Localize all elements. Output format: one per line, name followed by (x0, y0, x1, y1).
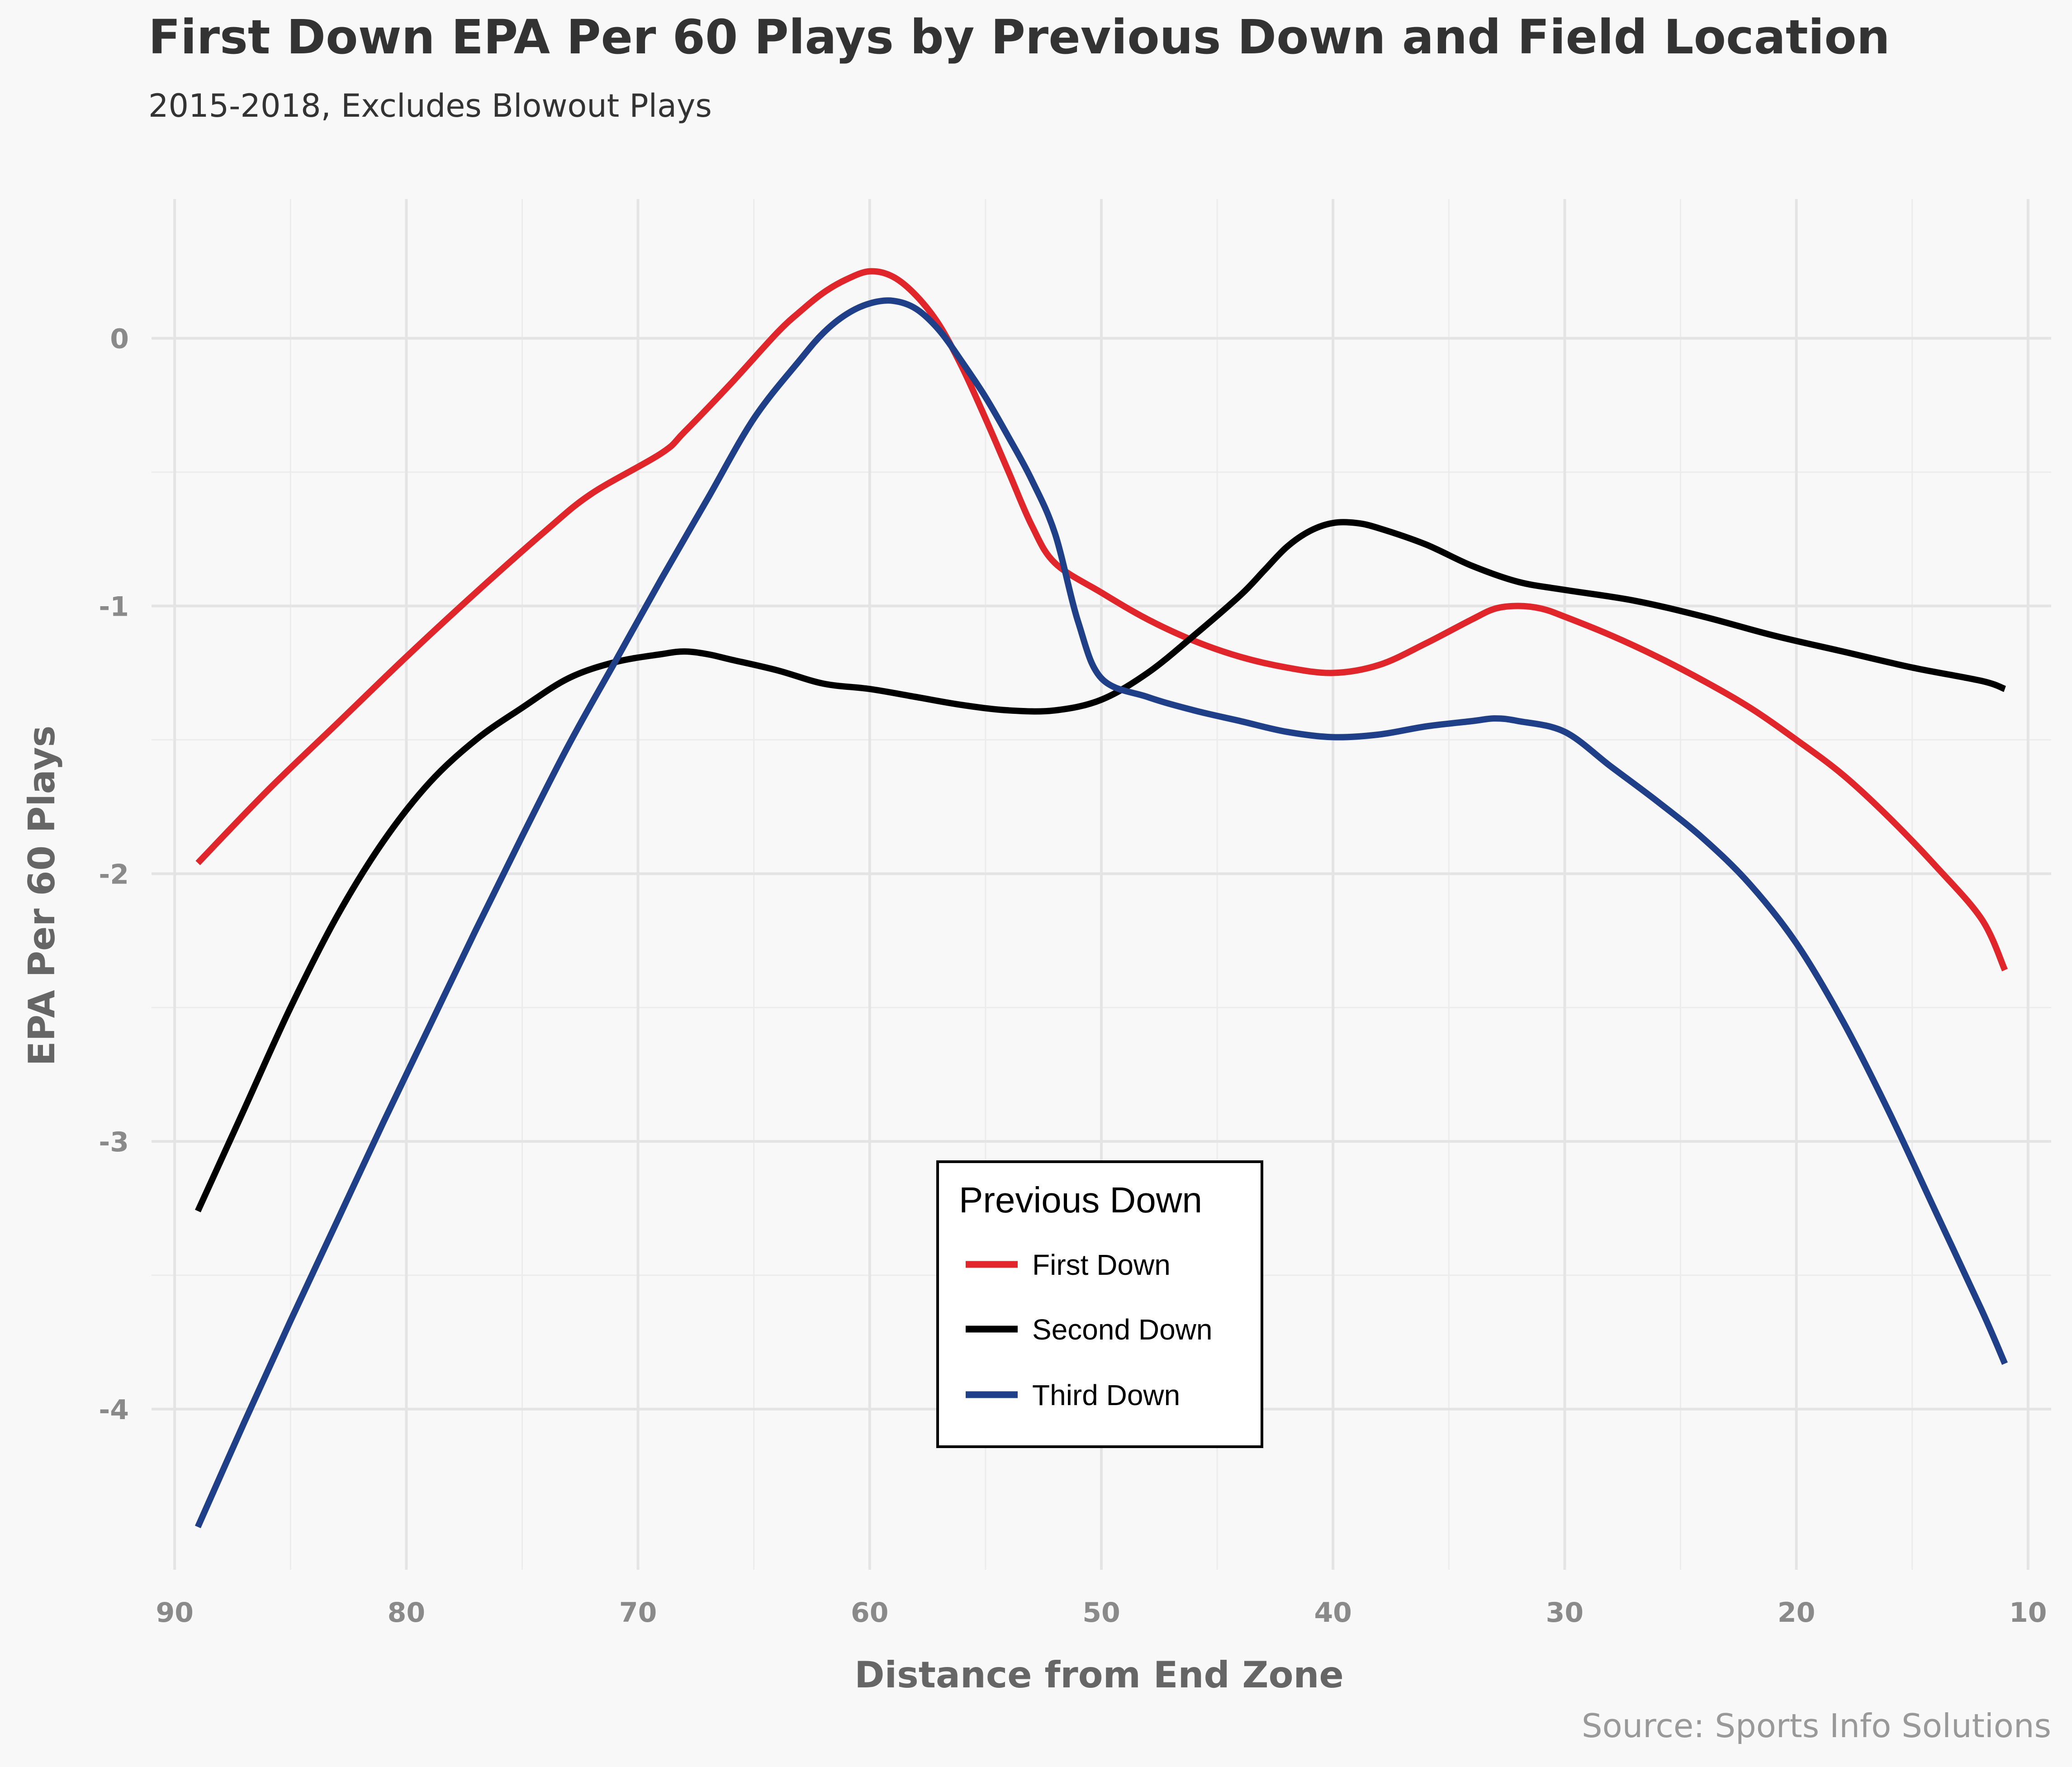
x-tick-label: 20 (1778, 1597, 1816, 1629)
y-tick-label: -4 (99, 1394, 129, 1426)
x-tick-label: 40 (1314, 1597, 1352, 1629)
x-tick-label: 90 (156, 1597, 194, 1629)
legend-entries: First Down Second Down Third Down (966, 1249, 1212, 1411)
series-line-third-down (195, 297, 2008, 1529)
x-axis-title: Distance from End Zone (854, 1654, 1343, 1696)
x-tick-label: 80 (388, 1597, 426, 1629)
x-tick-label: 50 (1082, 1597, 1120, 1629)
y-tick-label: -2 (99, 859, 129, 890)
y-tick-label: -1 (99, 591, 129, 623)
y-tick-label: -3 (99, 1126, 129, 1158)
series-layer (195, 268, 2008, 1529)
legend-box (936, 1160, 1263, 1448)
legend-label-first-down: First Down (1032, 1249, 1171, 1281)
chart-subtitle: 2015-2018, Excludes Blowout Plays (148, 87, 712, 124)
x-tick-label: 10 (2009, 1597, 2047, 1629)
source-caption: Source: Sports Info Solutions (1582, 1707, 2051, 1745)
legend-label-third-down: Third Down (1032, 1379, 1180, 1411)
tick-labels: 90 80 70 60 50 40 30 20 10 0 -1 -2 -3 -4 (99, 323, 2047, 1629)
legend-label-second-down: Second Down (1032, 1313, 1212, 1346)
series-line-second-down (195, 519, 2006, 1212)
y-tick-label: 0 (110, 323, 129, 355)
legend: Previous Down First Down Second Down Third… (936, 1160, 1263, 1448)
y-axis-title: EPA Per 60 Plays (21, 726, 63, 1066)
x-tick-label: 30 (1546, 1597, 1584, 1629)
x-tick-label: 60 (851, 1597, 889, 1629)
legend-title: Previous Down (959, 1180, 1202, 1220)
grid (152, 199, 2051, 1570)
chart-title: First Down EPA Per 60 Plays by Previous … (148, 10, 1890, 65)
x-tick-label: 70 (619, 1597, 657, 1629)
series-line-first-down (195, 268, 2008, 972)
